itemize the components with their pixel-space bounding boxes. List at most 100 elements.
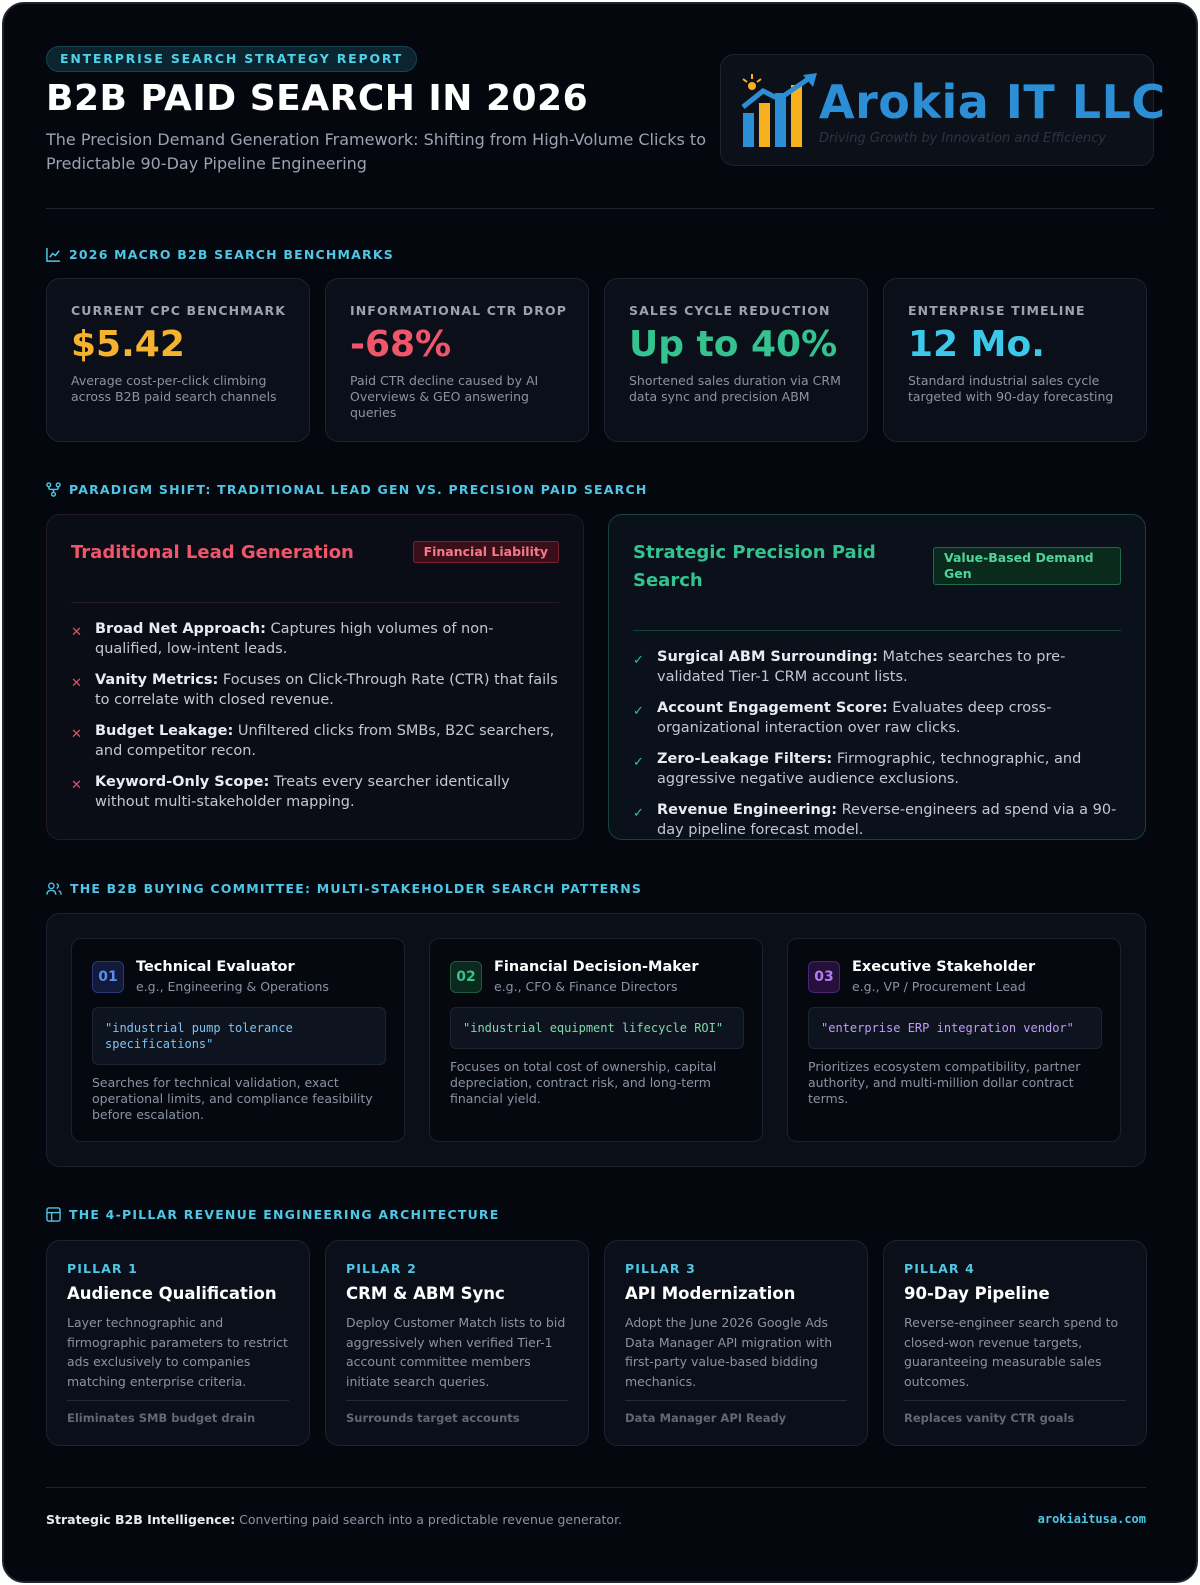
pillar-description: Adopt the June 2026 Google Ads Data Mana…: [625, 1315, 833, 1389]
line-chart-icon: [46, 247, 61, 262]
traditional-list: ✕ Broad Net Approach: Captures high volum…: [71, 619, 559, 812]
search-query-example: "industrial pump tolerance specification…: [92, 1007, 386, 1065]
value-based-badge: Value-Based Demand Gen: [933, 547, 1121, 585]
pillar-outcome: Surrounds target accounts: [346, 1400, 568, 1425]
pillar-number: PILLAR 1: [67, 1261, 138, 1276]
precision-list: ✓ Surgical ABM Surrounding: Matches searc…: [633, 647, 1121, 840]
stat-card-ctr: INFORMATIONAL CTR DROP -68% Paid CTR dec…: [325, 278, 589, 442]
pillar-number: PILLAR 3: [625, 1261, 696, 1276]
stat-description: Average cost-per-click climbing across B…: [71, 373, 277, 404]
liability-badge: Financial Liability: [412, 541, 559, 563]
x-mark-icon: ✕: [71, 727, 82, 742]
layout-grid-icon: [46, 1207, 61, 1222]
item-text: Captures high volumes of non-qualified, …: [95, 621, 494, 657]
persona-title: Financial Decision-Maker: [494, 959, 699, 975]
search-query-example: "industrial equipment lifecycle ROI": [450, 1007, 744, 1049]
item-label: Broad Net Approach:: [95, 621, 266, 637]
stat-card-timeline: ENTERPRISE TIMELINE 12 Mo. Standard indu…: [883, 278, 1147, 442]
website-link[interactable]: arokiaitusa.com: [1037, 1512, 1146, 1526]
report-header: ENTERPRISE SEARCH STRATEGY REPORT B2B PA…: [46, 4, 1165, 209]
x-mark-icon: ✕: [71, 625, 82, 640]
list-item: ✓ Revenue Engineering: Reverse-engineers …: [633, 800, 1121, 840]
item-label: Zero-Leakage Filters:: [657, 751, 833, 767]
x-mark-icon: ✕: [71, 676, 82, 691]
pillar-card-4: PILLAR 4 90-Day Pipeline Reverse-enginee…: [883, 1240, 1147, 1446]
search-query-example: "enterprise ERP integration vendor": [808, 1007, 1102, 1049]
pillar-description: Layer technographic and firmographic par…: [67, 1315, 288, 1389]
stat-card-sales-cycle: SALES CYCLE REDUCTION Up to 40% Shortene…: [604, 278, 868, 442]
page-subtitle: The Precision Demand Generation Framewor…: [46, 130, 706, 173]
list-item: ✓ Zero-Leakage Filters: Firmographic, tec…: [633, 749, 1121, 789]
item-label: Account Engagement Score:: [657, 700, 888, 716]
page-footer: Strategic B2B Intelligence: Converting p…: [46, 1487, 1146, 1551]
list-item: ✕ Broad Net Approach: Captures high volum…: [71, 619, 559, 659]
company-logo: Arokia IT LLC Driving Growth by Innovati…: [720, 54, 1165, 166]
item-text: Reverse-engineers ad spend via a 90-day …: [657, 802, 1117, 838]
paradigm-heading-text: PARADIGM SHIFT: TRADITIONAL LEAD GEN VS.…: [69, 482, 648, 497]
benchmarks-heading-text: 2026 MACRO B2B SEARCH BENCHMARKS: [69, 247, 394, 262]
pillar-card-3: PILLAR 3 API Modernization Adopt the Jun…: [604, 1240, 868, 1446]
pillar-card-2: PILLAR 2 CRM & ABM Sync Deploy Customer …: [325, 1240, 589, 1446]
x-mark-icon: ✕: [71, 778, 82, 793]
buying-committee-panel: 01 Technical Evaluator e.g., Engineering…: [46, 913, 1146, 1167]
list-item: ✕ Vanity Metrics: Focuses on Click-Throug…: [71, 670, 559, 710]
users-icon: [46, 882, 62, 895]
pillar-outcome: Eliminates SMB budget drain: [67, 1400, 289, 1425]
persona-card-financial: 02 Financial Decision-Maker e.g., CFO & …: [429, 938, 763, 1142]
persona-number-badge: 01: [92, 961, 124, 993]
stat-label: ENTERPRISE TIMELINE: [908, 303, 1086, 318]
item-label: Budget Leakage:: [95, 723, 234, 739]
committee-heading-text: THE B2B BUYING COMMITTEE: MULTI-STAKEHOL…: [70, 881, 643, 896]
check-mark-icon: ✓: [633, 755, 644, 770]
check-mark-icon: ✓: [633, 806, 644, 821]
benchmarks-heading: 2026 MACRO B2B SEARCH BENCHMARKS: [46, 247, 394, 262]
persona-card-technical: 01 Technical Evaluator e.g., Engineering…: [71, 938, 405, 1142]
stat-description: Shortened sales duration via CRM data sy…: [629, 373, 841, 404]
stat-card-cpc: CURRENT CPC BENCHMARK $5.42 Average cost…: [46, 278, 310, 442]
list-item: ✓ Account Engagement Score: Evaluates dee…: [633, 698, 1121, 738]
footer-statement-label: Strategic B2B Intelligence:: [46, 1512, 236, 1527]
committee-heading: THE B2B BUYING COMMITTEE: MULTI-STAKEHOL…: [46, 881, 642, 896]
persona-number-badge: 03: [808, 961, 840, 993]
page-title: B2B PAID SEARCH IN 2026: [46, 78, 589, 119]
stat-value: 12 Mo.: [908, 324, 1045, 365]
pillar-number: PILLAR 4: [904, 1261, 975, 1276]
check-mark-icon: ✓: [633, 653, 644, 668]
item-label: Keyword-Only Scope:: [95, 774, 270, 790]
persona-subtitle: e.g., Engineering & Operations: [136, 979, 329, 994]
pillars-heading: THE 4-PILLAR REVENUE ENGINEERING ARCHITE…: [46, 1207, 500, 1222]
persona-description: Searches for technical validation, exact…: [92, 1075, 373, 1122]
item-text: Firmographic, technographic, and aggress…: [657, 751, 1082, 787]
logo-tagline: Driving Growth by Innovation and Efficie…: [819, 131, 1107, 146]
item-label: Vanity Metrics:: [95, 672, 219, 688]
item-text: Unfiltered clicks from SMBs, B2C searche…: [95, 723, 555, 759]
persona-card-executive: 03 Executive Stakeholder e.g., VP / Proc…: [787, 938, 1121, 1142]
pillar-number: PILLAR 2: [346, 1261, 417, 1276]
item-label: Revenue Engineering:: [657, 802, 838, 818]
precision-paid-search-panel: Strategic Precision Paid Search Value-Ba…: [608, 514, 1146, 840]
panel-header: Traditional Lead Generation Financial Li…: [71, 539, 559, 603]
item-text: Focuses on Click-Through Rate (CTR) that…: [95, 672, 558, 708]
stat-value: -68%: [350, 324, 452, 365]
panel-header: Strategic Precision Paid Search Value-Ba…: [633, 539, 1121, 631]
list-item: ✓ Surgical ABM Surrounding: Matches searc…: [633, 647, 1121, 687]
item-text: Treats every searcher identically withou…: [95, 774, 510, 810]
stat-description: Standard industrial sales cycle targeted…: [908, 373, 1114, 404]
logo-wordmark: Arokia IT LLC: [819, 75, 1166, 129]
stat-label: INFORMATIONAL CTR DROP: [350, 303, 567, 318]
item-label: Surgical ABM Surrounding:: [657, 649, 878, 665]
pillar-title: 90-Day Pipeline: [904, 1284, 1050, 1303]
persona-subtitle: e.g., VP / Procurement Lead: [852, 979, 1026, 994]
persona-title: Technical Evaluator: [136, 959, 295, 975]
stat-description: Paid CTR decline caused by AI Overviews …: [350, 373, 539, 420]
list-item: ✕ Keyword-Only Scope: Treats every search…: [71, 772, 559, 812]
panel-title: Traditional Lead Generation: [71, 542, 354, 563]
pillar-description: Reverse-engineer search spend to closed-…: [904, 1315, 1119, 1389]
pillar-outcome: Replaces vanity CTR goals: [904, 1400, 1126, 1425]
paradigm-heading: PARADIGM SHIFT: TRADITIONAL LEAD GEN VS.…: [46, 482, 648, 497]
stat-value: $5.42: [71, 324, 185, 365]
pillar-description: Deploy Customer Match lists to bid aggre…: [346, 1315, 566, 1389]
panel-title: Strategic Precision Paid Search: [633, 542, 876, 591]
persona-subtitle: e.g., CFO & Finance Directors: [494, 979, 678, 994]
